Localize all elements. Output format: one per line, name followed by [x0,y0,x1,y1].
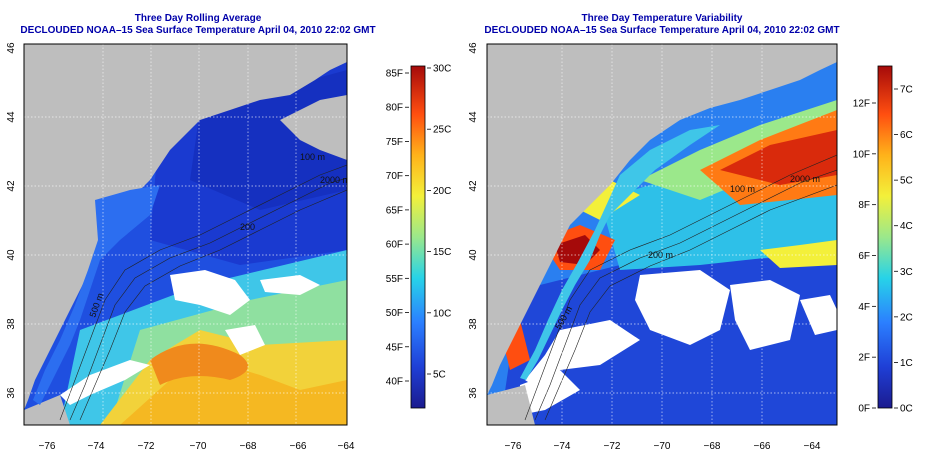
right-contour-label-100m: 100 m [730,184,755,194]
left-colorbar: 85F 80F 75F 70F 65F 60F 55F 50F 45F 40F 30C 25C 20C… [386,64,451,409]
left-colorbar-ramp [410,65,426,409]
right-lat-tick: 36 [468,387,479,399]
right-colorbar-c-tick: 2C [900,312,913,323]
left-contour-label-200: 200 [240,222,255,232]
right-colorbar-c-tick: 5C [900,176,913,187]
left-lat-tick: 40 [6,249,17,261]
right-lat-tick: 44 [468,111,479,123]
left-lat-tick: 42 [6,180,17,192]
right-lon-tick: −74 [554,441,571,452]
left-contour-label-100m: 100 m [300,152,325,162]
right-colorbar-c-tick: 6C [900,130,913,141]
right-map: 100 m 2000 m 200 m 500 m [487,44,837,425]
right-colorbar-f-tick: 10F [853,149,870,160]
left-lon-tick: −64 [338,441,355,452]
right-colorbar-c-tick: 7C [900,85,913,96]
right-colorbar-f-tick: 8F [858,200,870,211]
left-title-line2: DECLOUDED NOAA–15 Sea Surface Temperatur… [20,25,375,36]
right-title-line2: DECLOUDED NOAA–15 Sea Surface Temperatur… [484,25,839,36]
left-colorbar-f-tick: 55F [386,274,403,285]
left-colorbar-c-tick: 25C [433,125,451,136]
right-lat-tick: 40 [468,249,479,261]
left-colorbar-f-tick: 45F [386,342,403,353]
right-lat-tick: 46 [468,42,479,54]
right-colorbar-c-tick: 0C [900,404,913,415]
left-lon-axis: −76 −74 −72 −70 −68 −66 −64 [39,441,355,452]
left-title-line1: Three Day Rolling Average [135,13,262,24]
left-colorbar-c-tick: 10C [433,308,451,319]
right-colorbar-f-tick: 4F [858,302,870,313]
right-lon-tick: −64 [804,441,821,452]
right-colorbar-c-tick: 3C [900,267,913,278]
left-colorbar-f-tick: 75F [386,137,403,148]
right-contour-label-200m: 200 m [648,250,673,260]
right-colorbar-c-tick: 1C [900,358,913,369]
left-lat-axis: 46 44 42 40 38 36 [6,42,17,399]
right-lon-tick: −70 [654,441,671,452]
right-lat-axis: 46 44 42 40 38 36 [468,42,479,399]
left-colorbar-c-tick: 15C [433,247,451,258]
right-colorbar: 12F 10F 8F 6F 4F 2F 0F 7C 6C 5C 4C 3C 2C 1C 0C [853,65,913,415]
left-colorbar-f-tick: 60F [386,240,403,251]
right-colorbar-c-tick: 4C [900,221,913,232]
left-lon-tick: −66 [290,441,307,452]
right-lon-tick: −76 [505,441,522,452]
left-colorbar-f-tick: 50F [386,308,403,319]
left-lat-tick: 44 [6,111,17,123]
left-colorbar-c-tick: 20C [433,186,451,197]
right-lon-tick: −66 [754,441,771,452]
left-colorbar-f-tick: 85F [386,69,403,80]
left-lat-tick: 36 [6,387,17,399]
right-map-frame [486,43,838,426]
left-contour-label-2000m: 2000 m [320,175,350,185]
left-colorbar-f-tick: 40F [386,377,403,388]
right-lon-tick: −68 [704,441,721,452]
left-lon-tick: −68 [240,441,257,452]
right-colorbar-f-tick: 6F [858,251,870,262]
right-lat-tick: 42 [468,180,479,192]
right-contour-label-2000m: 2000 m [790,174,820,184]
left-lon-tick: −72 [138,441,155,452]
left-map-frame [23,43,348,426]
right-lon-axis: −76 −74 −72 −70 −68 −66 −64 [505,441,821,452]
left-lat-tick: 38 [6,318,17,330]
left-lon-tick: −76 [39,441,56,452]
right-colorbar-ramp [877,65,893,409]
left-map: 100 m 2000 m 200 500 m [24,44,350,425]
left-panel: Three Day Rolling Average DECLOUDED NOAA… [6,13,451,452]
right-colorbar-f-tick: 12F [853,99,870,110]
left-lon-tick: −70 [190,441,207,452]
right-lon-tick: −72 [604,441,621,452]
left-colorbar-c-tick: 30C [433,64,451,75]
left-lat-tick: 46 [6,42,17,54]
right-title-line1: Three Day Temperature Variability [582,13,743,24]
right-panel: Three Day Temperature Variability DECLOU… [468,13,913,452]
left-colorbar-f-tick: 70F [386,171,403,182]
right-colorbar-f-tick: 0F [858,404,870,415]
left-colorbar-f-tick: 80F [386,103,403,114]
right-colorbar-f-tick: 2F [858,353,870,364]
left-lon-tick: −74 [88,441,105,452]
right-lat-tick: 38 [468,318,479,330]
left-colorbar-c-tick: 5C [433,370,446,381]
left-colorbar-f-tick: 65F [386,205,403,216]
